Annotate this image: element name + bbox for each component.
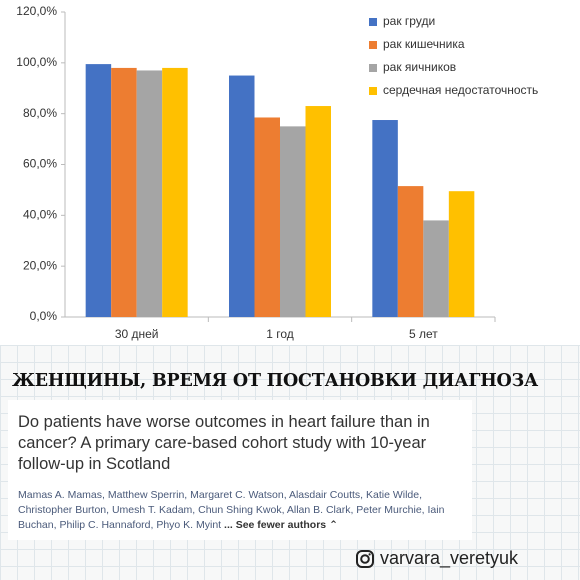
bar	[397, 186, 424, 317]
x-tick-label: 5 лет	[409, 327, 438, 341]
y-tick-label: 80,0%	[23, 106, 57, 120]
heading: ЖЕНЩИНЫ, ВРЕМЯ ОТ ПОСТАНОВКИ ДИАГНОЗА	[12, 371, 539, 391]
article-title[interactable]: Do patients have worse outcomes in heart…	[18, 413, 430, 473]
bar	[448, 191, 475, 317]
instagram-handle[interactable]: varvara_veretyuk	[355, 548, 518, 569]
y-tick-label: 0,0%	[30, 309, 58, 323]
bar	[162, 67, 188, 318]
see-fewer-authors[interactable]: ... See fewer authors ⌃	[224, 519, 338, 531]
y-tick-label: 100,0%	[16, 55, 57, 69]
x-tick-label: 1 год	[266, 327, 294, 341]
legend-label: рак яичников	[383, 60, 456, 74]
legend-swatch	[369, 41, 377, 49]
bar	[136, 70, 163, 317]
legend-label: сердечная недостаточность	[383, 83, 538, 97]
y-tick-label: 40,0%	[23, 208, 57, 222]
bar	[111, 67, 137, 318]
y-tick-label: 120,0%	[16, 4, 57, 18]
bar	[423, 220, 449, 317]
bar	[229, 75, 255, 318]
handle-text: varvara_veretyuk	[380, 548, 519, 568]
y-tick-label: 20,0%	[23, 258, 57, 272]
y-tick-label: 60,0%	[23, 157, 57, 171]
bar	[85, 64, 112, 318]
legend-label: рак кишечника	[383, 37, 465, 51]
legend-swatch	[369, 64, 377, 72]
legend-label: рак груди	[383, 14, 435, 28]
legend-swatch	[369, 18, 377, 26]
article-card: Do patients have worse outcomes in heart…	[8, 400, 472, 540]
chart: 0,0% 20,0% 40,0% 60,0% 80,0% 100,0% 120,0% 30 д…	[16, 4, 538, 341]
authors: Mamas A. Mamas, Matthew Sperrin, Margare…	[18, 488, 470, 533]
bar	[372, 120, 398, 317]
bar	[254, 117, 280, 318]
instagram-icon	[356, 549, 374, 568]
bar	[305, 106, 331, 318]
author-list: Mamas A. Mamas, Matthew Sperrin, Margare…	[18, 489, 445, 531]
x-tick-label: 30 дней	[115, 327, 159, 341]
legend-swatch	[369, 87, 377, 95]
bar	[280, 126, 306, 317]
